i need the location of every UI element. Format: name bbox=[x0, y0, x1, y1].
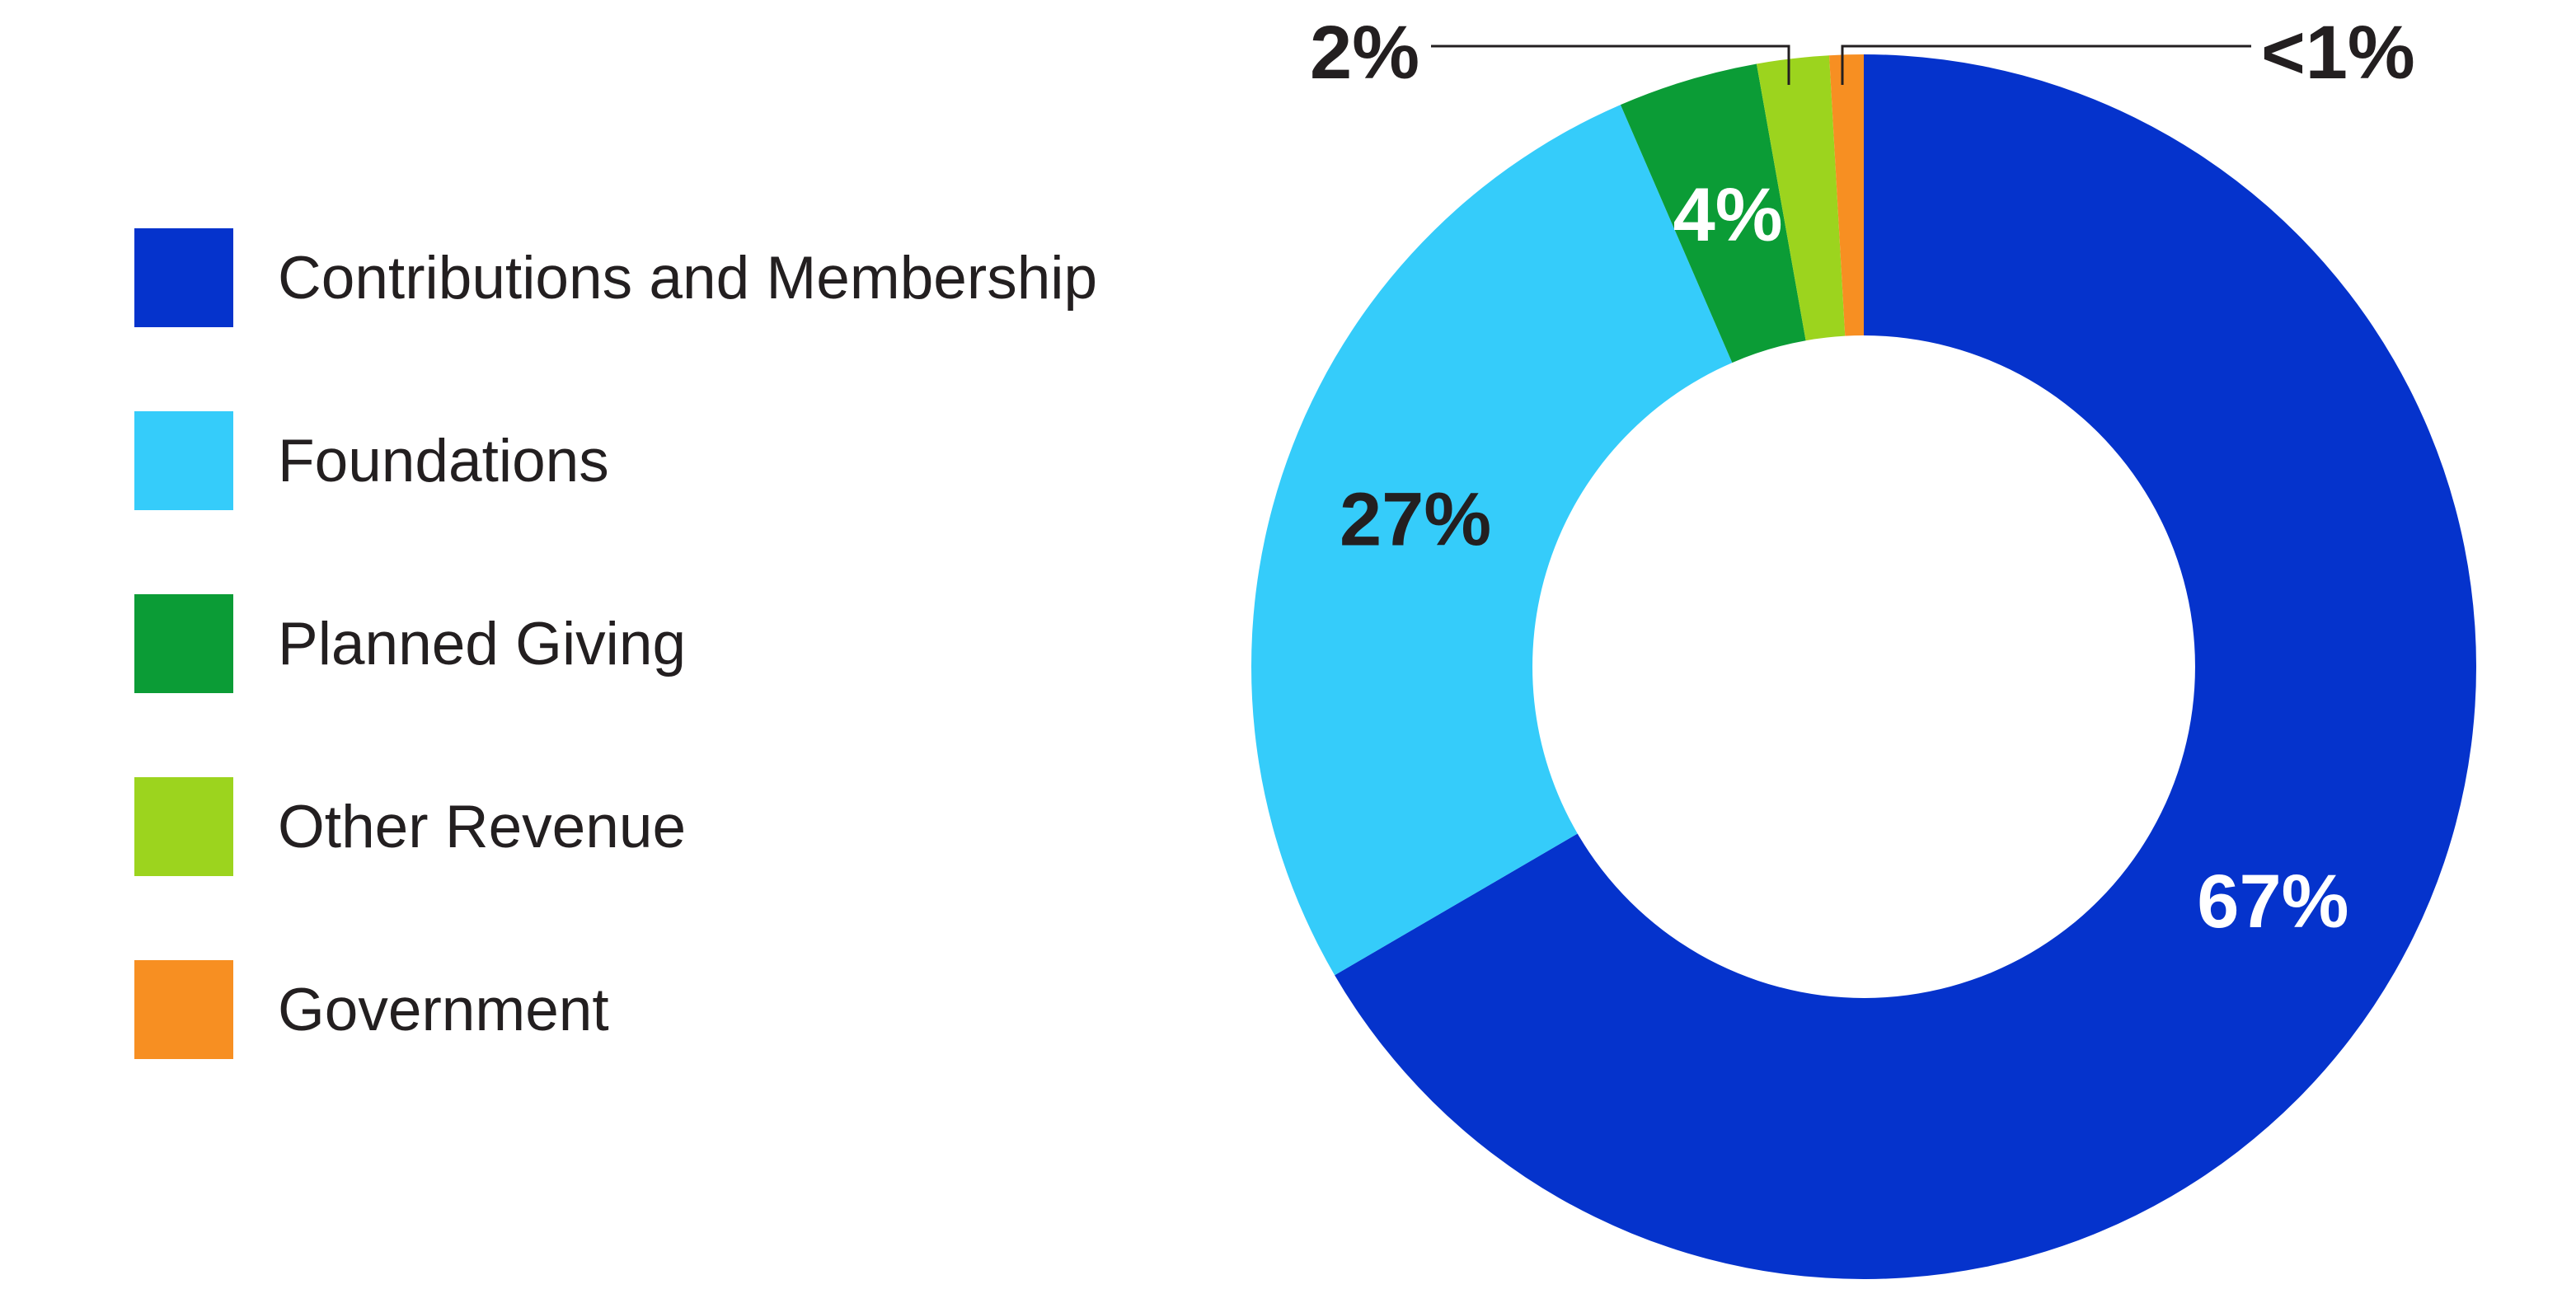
legend-label: Foundations bbox=[278, 427, 609, 495]
legend-swatch-government bbox=[134, 960, 233, 1059]
legend-item-foundations: Foundations bbox=[134, 411, 1097, 510]
donut-slice-government bbox=[1829, 54, 1864, 336]
legend-label: Other Revenue bbox=[278, 793, 687, 860]
legend: Contributions and Membership Foundations… bbox=[134, 228, 1097, 1059]
legend-label: Planned Giving bbox=[278, 610, 687, 677]
legend-swatch-planned-giving bbox=[134, 594, 233, 693]
donut-slice-contributions-and-membership bbox=[1335, 54, 2476, 1279]
donut-slice-labels: 67% 27% 4% bbox=[1340, 173, 2348, 944]
legend-label: Contributions and Membership bbox=[278, 244, 1098, 312]
legend-swatch-foundations bbox=[134, 411, 233, 510]
legend-label: Government bbox=[278, 976, 609, 1043]
legend-item-contributions-and-membership: Contributions and Membership bbox=[134, 228, 1097, 327]
legend-item-other-revenue: Other Revenue bbox=[134, 777, 1097, 876]
slice-percent-label: 4% bbox=[1673, 173, 1783, 257]
legend-swatch-other-revenue bbox=[134, 777, 233, 876]
slice-percent-label: 27% bbox=[1340, 477, 1491, 561]
donut-slice-other-revenue bbox=[1756, 55, 1846, 341]
donut-slices bbox=[1251, 54, 2476, 1279]
legend-item-government: Government bbox=[134, 960, 1097, 1059]
donut-slice-planned-giving bbox=[1620, 63, 1806, 363]
legend-swatch-contributions-and-membership bbox=[134, 228, 233, 327]
legend-item-planned-giving: Planned Giving bbox=[134, 594, 1097, 693]
donut-slice-foundations bbox=[1251, 105, 1733, 976]
donut-chart: 67% 27% 4% bbox=[1251, 54, 2476, 1279]
slice-percent-label: 67% bbox=[2197, 860, 2348, 944]
